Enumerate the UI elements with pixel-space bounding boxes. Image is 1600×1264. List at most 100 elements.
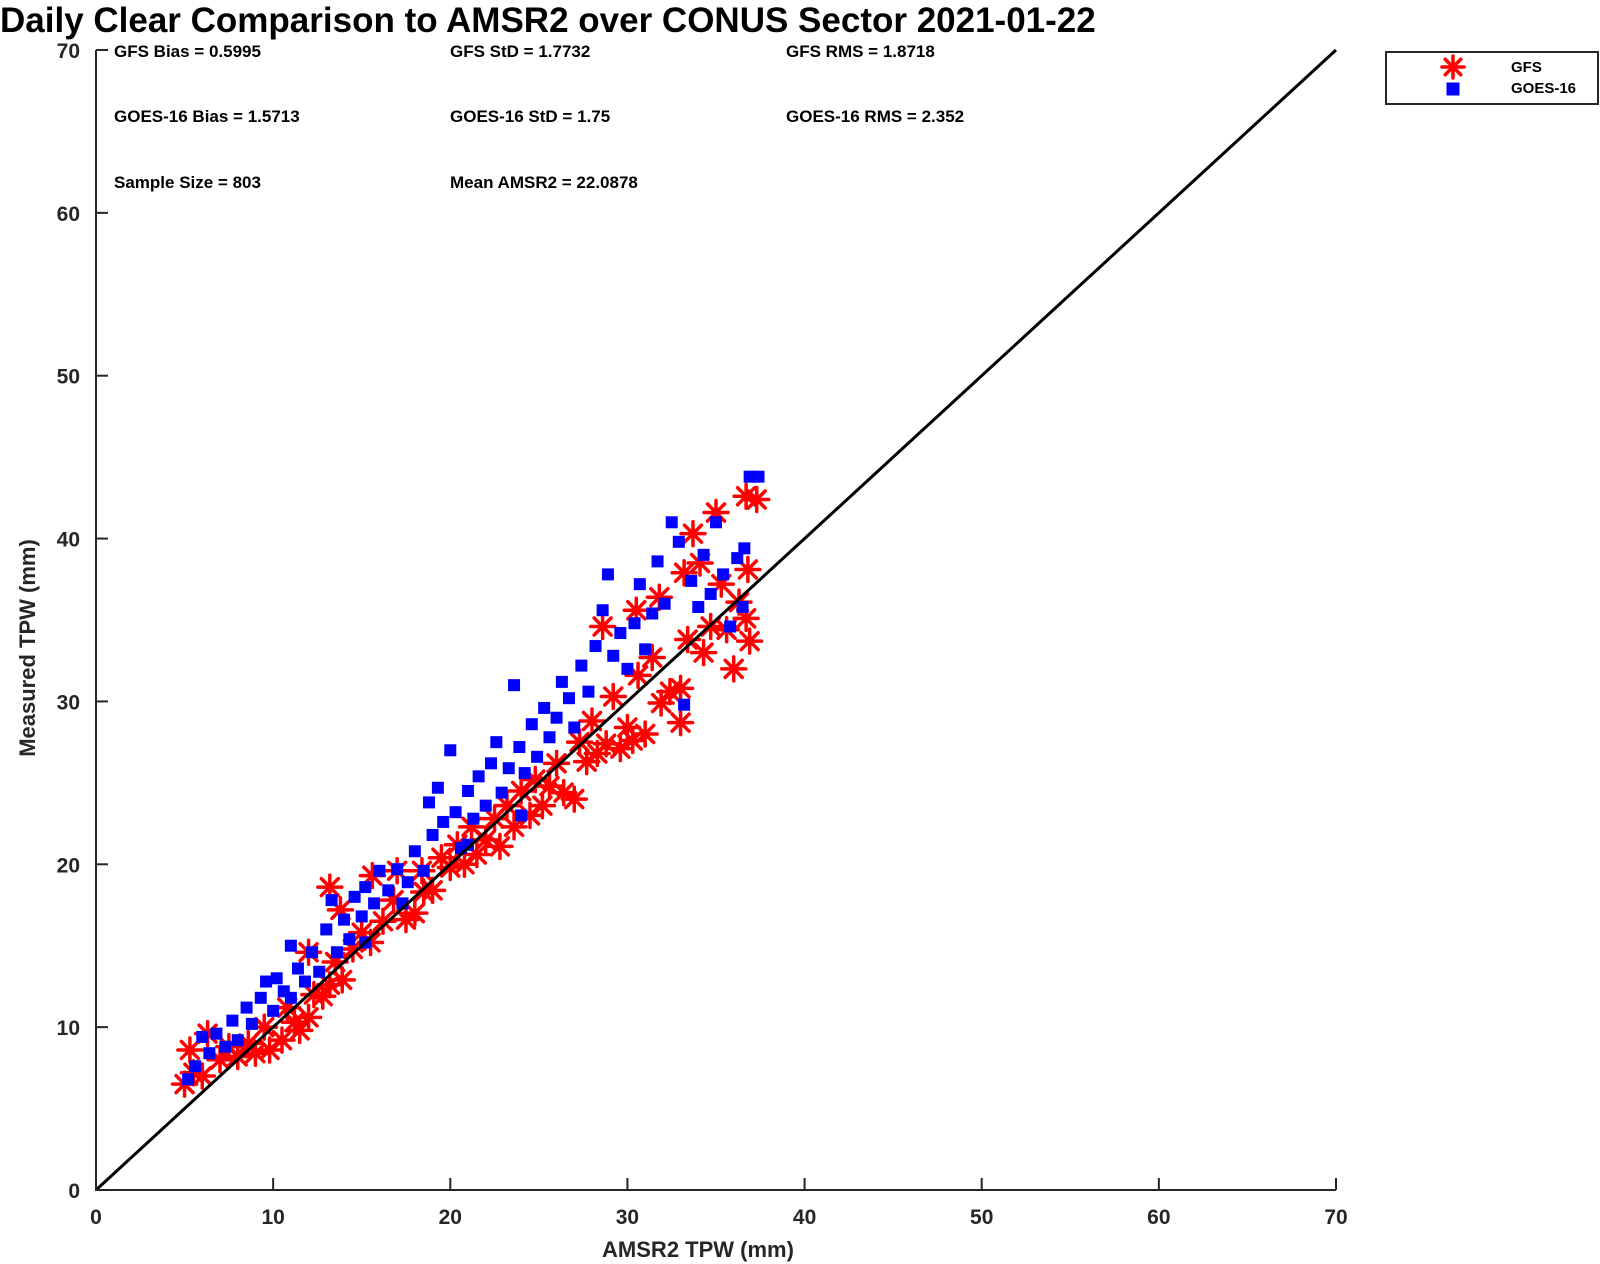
goes16-point [614, 627, 627, 640]
goes16-point [449, 806, 462, 819]
gfs-point [588, 612, 617, 641]
gfs-point [223, 1042, 252, 1071]
goes16-point [189, 1060, 202, 1073]
goes16-point [639, 643, 652, 656]
goes16-point [582, 685, 595, 698]
goes16-point [596, 604, 609, 617]
goes16-point [562, 692, 575, 705]
axis-ticks: 0 10 20 30 40 50 60 70 0 10 20 30 40 50 60 70 [57, 40, 1348, 1229]
goes16-point [685, 574, 698, 587]
goes16-point [575, 659, 588, 672]
goes16-point [284, 939, 297, 952]
goes16-point [651, 555, 664, 568]
goes16-point [525, 718, 538, 731]
goes16-point [658, 597, 671, 610]
goes16-point [382, 884, 395, 897]
gfs-point [294, 1003, 323, 1032]
x-tick-label: 10 [261, 1206, 284, 1229]
x-tick-label: 20 [439, 1206, 462, 1229]
goes16-point [467, 812, 480, 825]
goes16-point [704, 587, 717, 600]
goes16-series [182, 470, 765, 1086]
goes16-point [210, 1027, 223, 1040]
gfs-point [578, 707, 606, 735]
gfs-point [560, 785, 589, 813]
gfs-point [735, 627, 764, 655]
gfs-point [328, 966, 356, 994]
x-tick-label: 40 [793, 1206, 816, 1229]
goes16-point [710, 516, 722, 529]
goes16-point [543, 731, 556, 744]
legend-gfs-label: GFS [1511, 59, 1542, 76]
goes16-point [568, 721, 581, 734]
goes16-point [731, 552, 744, 565]
stat-gfs-bias: GFS Bias = 0.5995 [114, 42, 261, 61]
goes16-point [531, 750, 544, 763]
goes16-point [672, 535, 685, 548]
chart-title: Daily Clear Comparison to AMSR2 over CON… [0, 1, 1096, 40]
goes16-point [495, 786, 508, 799]
goes16-point [697, 548, 710, 561]
x-tick-label: 0 [90, 1206, 102, 1229]
goes16-point [646, 607, 659, 620]
legend-gfs-marker [1440, 54, 1466, 80]
goes16-point [607, 649, 620, 662]
legend: GFS GOES-16 [1385, 51, 1599, 105]
legend-goes16-glyph [1446, 82, 1460, 96]
goes16-point [306, 946, 319, 959]
goes16-point [203, 1047, 216, 1060]
goes16-point [738, 542, 751, 555]
y-tick-label: 20 [57, 854, 80, 877]
goes16-point [348, 890, 361, 903]
goes16-point [485, 757, 498, 770]
goes16-point [254, 991, 267, 1004]
goes16-point [325, 894, 338, 907]
gfs-point [719, 655, 748, 683]
goes16-point [724, 620, 737, 633]
goes16-point [226, 1014, 239, 1027]
statistics-block: GFS Bias = 0.5995 GFS StD = 1.7732 GFS R… [114, 42, 964, 192]
gfs-point [689, 638, 718, 667]
gfs-point [565, 728, 594, 756]
stat-goes16-rms: GOES-16 RMS = 2.352 [786, 107, 964, 126]
gfs-point [401, 899, 429, 927]
gfs-point [542, 749, 571, 778]
goes16-point [313, 965, 326, 978]
goes16-point [633, 578, 646, 591]
y-tick-label: 50 [57, 366, 80, 389]
y-tick-label: 60 [57, 203, 80, 226]
goes16-point [538, 701, 551, 714]
goes16-point [678, 698, 691, 711]
y-tick-label: 40 [57, 529, 80, 552]
goes16-point [355, 910, 368, 923]
goes16-point [267, 1004, 280, 1017]
y-tick-label: 70 [57, 40, 80, 63]
goes16-point [338, 913, 350, 926]
goes16-point [508, 679, 521, 692]
goes16-point [490, 736, 503, 749]
goes16-point [417, 864, 430, 877]
x-tick-label: 30 [616, 1206, 639, 1229]
x-tick-label: 60 [1147, 1206, 1170, 1229]
gfs-point [638, 643, 666, 672]
legend-goes16-marker [1446, 82, 1460, 96]
gfs-point [679, 519, 707, 548]
stat-gfs-std: GFS StD = 1.7732 [450, 42, 590, 61]
gfs-point [572, 747, 601, 776]
goes16-point [692, 600, 705, 613]
y-tick-label: 0 [68, 1180, 80, 1203]
stat-sample-size: Sample Size = 803 [114, 173, 261, 192]
gfs-point [666, 674, 695, 703]
legend-box [1385, 51, 1599, 105]
stat-mean-amsr2: Mean AMSR2 = 22.0878 [450, 173, 638, 192]
goes16-point [628, 617, 641, 630]
goes16-point [182, 1073, 195, 1086]
goes16-point [368, 897, 381, 910]
goes16-point [260, 975, 273, 988]
legend-gfs-glyph [1440, 54, 1466, 80]
goes16-point [291, 962, 304, 975]
goes16-point [462, 838, 474, 851]
plot-area: 0 10 20 30 40 50 60 70 0 10 20 30 40 50 60 70 [57, 40, 1348, 1229]
goes16-point [717, 568, 730, 581]
goes16-point [431, 781, 444, 794]
